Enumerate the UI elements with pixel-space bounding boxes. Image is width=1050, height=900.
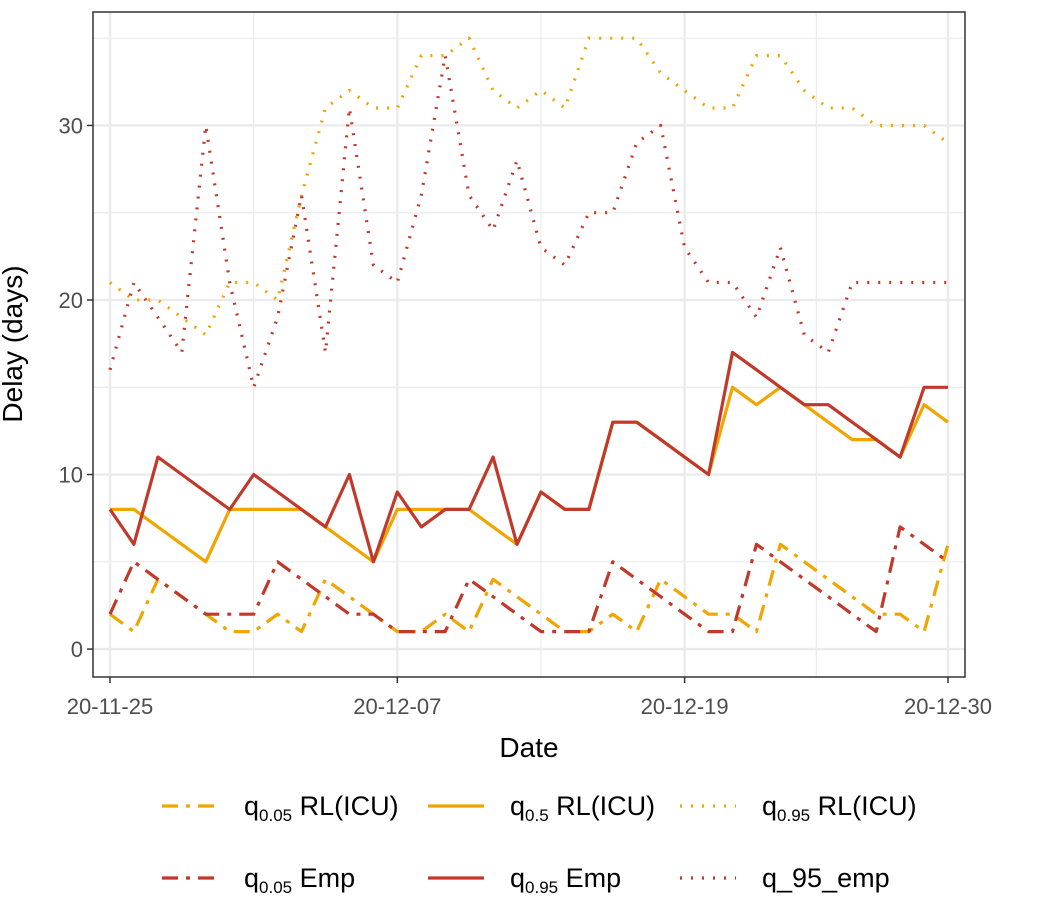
y-tick-label: 0 bbox=[71, 637, 83, 662]
y-tick-label: 30 bbox=[59, 113, 83, 138]
legend-label-1: q0.05 RL(ICU) bbox=[244, 791, 399, 825]
x-tick-label: 20-12-07 bbox=[353, 694, 441, 719]
series-line-5 bbox=[108, 350, 948, 564]
x-axis-ticks: 20-11-25 20-12-07 20-12-19 20-12-30 bbox=[67, 677, 992, 719]
gridlines bbox=[93, 12, 965, 677]
legend-label-6: q_95_emp bbox=[762, 863, 890, 893]
series-line-3 bbox=[109, 36, 949, 337]
y-axis-title: Delay (days) bbox=[0, 265, 28, 422]
legend-label-2: q0.5 RL(ICU) bbox=[510, 791, 655, 825]
panel-border bbox=[92, 11, 966, 678]
series-line-1 bbox=[109, 542, 950, 634]
x-axis-title: Date bbox=[499, 732, 558, 763]
series-layer bbox=[108, 36, 950, 634]
legend-label-3: q0.95 RL(ICU) bbox=[762, 791, 917, 825]
legend-label-5: q0.95 Emp bbox=[510, 863, 621, 897]
legend: q0.05 RL(ICU) q0.5 RL(ICU) q0.95 RL(ICU) q0… bbox=[162, 791, 917, 897]
legend-label-4: q0.05 Emp bbox=[244, 863, 355, 897]
x-tick-label: 20-12-30 bbox=[904, 694, 992, 719]
x-tick-label: 20-11-25 bbox=[67, 694, 153, 719]
series-line-4 bbox=[108, 525, 949, 634]
series-line-6 bbox=[108, 53, 948, 389]
x-tick-label: 20-12-19 bbox=[641, 694, 729, 719]
y-tick-label: 20 bbox=[59, 288, 83, 313]
y-tick-label: 10 bbox=[59, 463, 83, 488]
y-axis-ticks: 0 10 20 30 bbox=[59, 113, 93, 662]
